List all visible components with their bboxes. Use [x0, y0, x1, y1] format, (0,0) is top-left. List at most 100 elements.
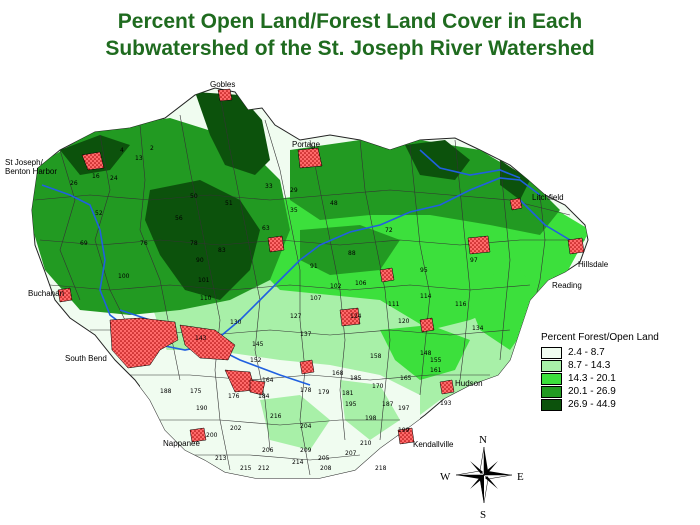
legend-item: 8.7 - 14.3: [541, 359, 659, 372]
subwatershed-id-label: 13: [135, 155, 143, 162]
subwatershed-id-label: 35: [290, 207, 298, 214]
subwatershed-id-label: 187: [382, 401, 394, 408]
subwatershed-id-label: 210: [360, 440, 372, 447]
subwatershed-id-label: 111: [388, 301, 400, 308]
zone-14-3-20-1-south: [380, 325, 470, 380]
urban-misc-1: [419, 317, 435, 333]
legend-label: 8.7 - 14.3: [568, 360, 611, 371]
urban-st-joseph: [81, 151, 105, 171]
subwatershed-id-label: 198: [365, 415, 377, 422]
subwatershed-id-label: 143: [195, 335, 207, 342]
subwatershed-id-label: 26: [70, 180, 78, 187]
subwatershed-id-label: 193: [440, 400, 452, 407]
urban-coldwater: [467, 235, 491, 255]
zone-26-9-44-9-northeast: [405, 140, 470, 180]
urban-portage: [297, 147, 323, 169]
legend-item: 14.3 - 20.1: [541, 372, 659, 385]
subwatershed-id-label: 204: [300, 423, 312, 430]
subwatershed-id-label: 69: [80, 240, 88, 247]
subwatershed-id-label: 148: [420, 350, 432, 357]
subwatershed-id-label: 168: [332, 370, 344, 377]
subwatershed-id-label: 164: [262, 377, 274, 384]
compass-e-label: E: [517, 471, 524, 483]
urban-hudson: [439, 379, 455, 395]
map-title-line1: Percent Open Land/Forest Land Cover in E…: [117, 10, 583, 33]
subwatershed-id-label: 51: [225, 200, 233, 207]
subwatershed-id-label: 208: [320, 465, 332, 472]
subwatershed-id-label: 29: [290, 187, 298, 194]
zone-26-9-44-9-central: [145, 180, 260, 300]
subwatershed-id-label: 212: [258, 465, 270, 472]
subwatershed-id-label: 152: [250, 357, 262, 364]
legend-label: 14.3 - 20.1: [568, 373, 616, 384]
subwatershed-id-label: 50: [190, 193, 198, 200]
city-label-south-bend: South Bend: [65, 354, 107, 363]
subwatershed-id-label: 178: [300, 387, 312, 394]
legend-label: 2.4 - 8.7: [568, 347, 605, 358]
legend-label: 26.9 - 44.9: [568, 399, 616, 410]
urban-kendallville: [397, 427, 415, 445]
urban-south-bend: [109, 317, 179, 369]
zone-8-7-14-3-southeast: [340, 380, 400, 440]
city-label-benton-harbor: Benton Harbor: [5, 167, 58, 176]
zone-8-7-14-3-south: [260, 395, 330, 450]
subwatershed-id-label: 176: [228, 393, 240, 400]
tributary-east: [519, 199, 571, 241]
subwatershed-id-label: 16: [92, 173, 100, 180]
legend-title: Percent Forest/Open Land: [541, 332, 659, 343]
city-label-nappanee: Nappanee: [163, 439, 200, 448]
urban-goshen: [249, 379, 266, 396]
subwatershed-id-label: 52: [95, 210, 103, 217]
subwatershed-id-label: 158: [370, 353, 382, 360]
legend-item: 20.1 - 26.9: [541, 385, 659, 398]
subwatershed-id-label: 72: [385, 227, 393, 234]
subwatershed-id-label: 114: [420, 293, 432, 300]
land-cover-classes: [32, 92, 588, 478]
urban-hillsdale: [567, 237, 585, 255]
subwatershed-id-label: 197: [398, 405, 410, 412]
urban-misc-2: [379, 267, 395, 283]
subwatershed-id-label: 120: [398, 318, 410, 325]
zone-20-1-26-9-center: [300, 225, 400, 275]
urban-mishawaka: [179, 324, 236, 361]
subwatershed-id-label: 106: [355, 280, 367, 287]
urban-three-rivers: [267, 235, 285, 253]
rivers: [41, 149, 571, 386]
subwatershed-id-label: 110: [200, 295, 212, 302]
subwatershed-id-label: 102: [330, 283, 342, 290]
subwatershed-id-label: 165: [400, 375, 412, 382]
legend-swatch: [541, 346, 562, 359]
city-label-hillsdale: Hillsdale: [578, 260, 609, 269]
subwatershed-id-label: 179: [318, 389, 330, 396]
map-title-line2: Subwatershed of the St. Joseph River Wat…: [105, 37, 595, 60]
subwatershed-id-label: 76: [140, 240, 148, 247]
tributary-north: [419, 149, 521, 179]
compass-s-label: S: [480, 509, 487, 521]
subwatershed-id-label: 48: [330, 200, 338, 207]
subwatershed-id-label: 214: [292, 459, 304, 466]
subwatershed-id-label: 137: [300, 331, 312, 338]
subwatershed-id-label: 124: [350, 313, 362, 320]
subwatershed-id-label: 33: [265, 183, 273, 190]
urban-gobles: [217, 88, 233, 102]
subwatershed-id-label: 206: [262, 447, 274, 454]
city-label-kendallville: Kendallville: [413, 440, 454, 449]
city-label-reading: Reading: [552, 281, 582, 290]
subwatershed-id-label: 97: [470, 257, 478, 264]
subwatershed-id-label: 90: [196, 257, 204, 264]
subwatershed-id-label: 161: [430, 367, 442, 374]
zone-26-9-44-9-north: [195, 92, 270, 175]
legend-swatch: [541, 372, 562, 385]
subwatershed-id-label: 4: [120, 147, 124, 154]
subwatershed-id-label: 78: [190, 240, 198, 247]
subwatershed-id-label: 215: [240, 465, 252, 472]
subwatershed-id-label: 218: [375, 465, 387, 472]
city-label-gobles: Gobles: [210, 80, 236, 89]
subwatershed-id-label: 83: [218, 247, 226, 254]
subwatershed-id-label: 190: [196, 405, 208, 412]
compass-rose: [455, 446, 513, 504]
legend-swatch: [541, 398, 562, 411]
legend-rows: 2.4 - 8.7 8.7 - 14.3 14.3 - 20.1 20.1 - 26.…: [541, 346, 659, 411]
subwatershed-id-label: 145: [252, 341, 264, 348]
